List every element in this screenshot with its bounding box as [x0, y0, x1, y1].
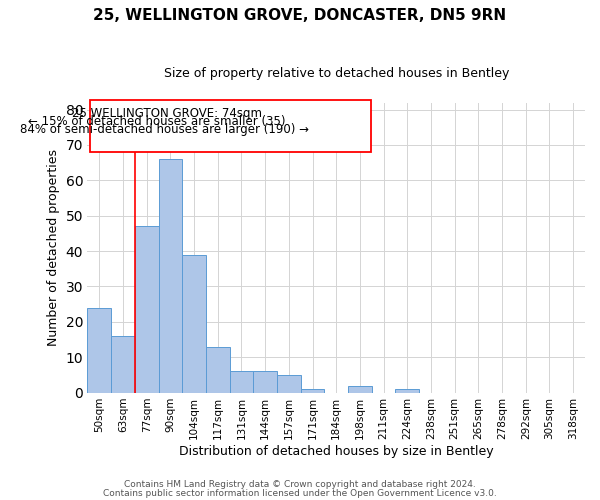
Bar	[111, 336, 135, 392]
Text: 25 WELLINGTON GROVE: 74sqm: 25 WELLINGTON GROVE: 74sqm	[72, 107, 262, 120]
Text: ← 15% of detached houses are smaller (35): ← 15% of detached houses are smaller (35…	[28, 115, 286, 128]
Y-axis label: Number of detached properties: Number of detached properties	[47, 149, 60, 346]
Bar	[135, 226, 158, 392]
Bar	[206, 346, 230, 393]
Text: Contains HM Land Registry data © Crown copyright and database right 2024.: Contains HM Land Registry data © Crown c…	[124, 480, 476, 489]
Title: Size of property relative to detached houses in Bentley: Size of property relative to detached ho…	[164, 68, 509, 80]
Bar	[301, 389, 325, 392]
Bar	[395, 389, 419, 392]
Text: 25, WELLINGTON GROVE, DONCASTER, DN5 9RN: 25, WELLINGTON GROVE, DONCASTER, DN5 9RN	[94, 8, 506, 22]
X-axis label: Distribution of detached houses by size in Bentley: Distribution of detached houses by size …	[179, 444, 494, 458]
Bar	[348, 386, 372, 392]
Bar	[88, 308, 111, 392]
Bar	[230, 372, 253, 392]
Text: 84% of semi-detached houses are larger (190) →: 84% of semi-detached houses are larger (…	[20, 123, 309, 136]
Bar	[277, 375, 301, 392]
Bar	[90, 100, 371, 152]
Bar	[182, 254, 206, 392]
Bar	[253, 372, 277, 392]
Text: Contains public sector information licensed under the Open Government Licence v3: Contains public sector information licen…	[103, 488, 497, 498]
Bar	[158, 159, 182, 392]
